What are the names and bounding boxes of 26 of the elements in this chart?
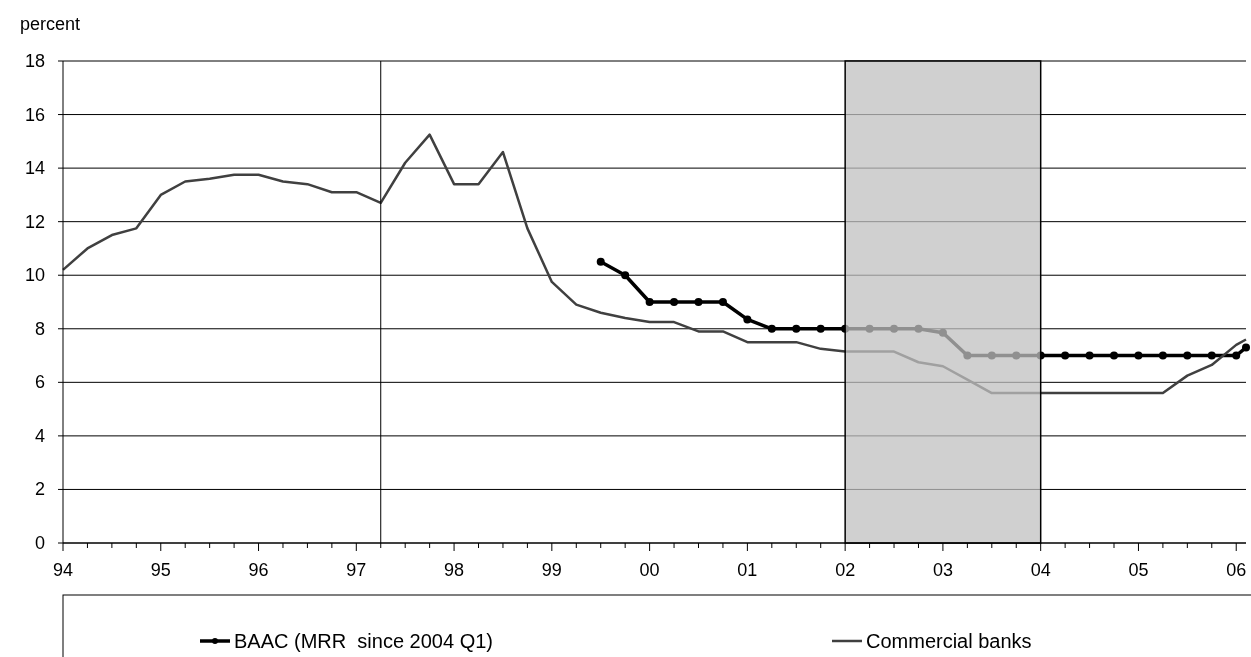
y-tick-label: 2 [34, 479, 45, 500]
x-tick-label: 05 [1128, 560, 1149, 580]
x-tick-label: 97 [346, 560, 367, 580]
y-tick-label: 12 [24, 211, 45, 232]
y-tick-label: 16 [24, 104, 45, 125]
y-tick-label: 4 [34, 425, 45, 446]
x-tick-label: 01 [737, 560, 758, 580]
y-tick-label: 6 [34, 372, 45, 393]
y-tick-label: 10 [24, 265, 45, 286]
legend-label: Commercial banks [866, 630, 1032, 652]
y-tick-label: 0 [34, 533, 45, 553]
legend-label: BAAC (MRR since 2004 Q1) [234, 630, 493, 652]
x-tick-label: 02 [835, 560, 856, 580]
x-tick-label: 94 [52, 560, 74, 580]
x-tick-label: 06 [1226, 560, 1247, 580]
x-tick-label: 98 [444, 560, 465, 580]
x-tick-label: 96 [248, 560, 269, 580]
x-tick-label: 04 [1030, 560, 1051, 580]
x-tick-label: 95 [150, 560, 171, 580]
x-tick-label: 03 [932, 560, 953, 580]
y-tick-label: 8 [34, 318, 45, 339]
y-tick-label: 18 [24, 51, 45, 71]
x-tick-label: 00 [639, 560, 660, 580]
y-axis-title: percent [20, 14, 81, 34]
y-tick-label: 14 [24, 158, 45, 179]
x-tick-label: 99 [541, 560, 562, 580]
